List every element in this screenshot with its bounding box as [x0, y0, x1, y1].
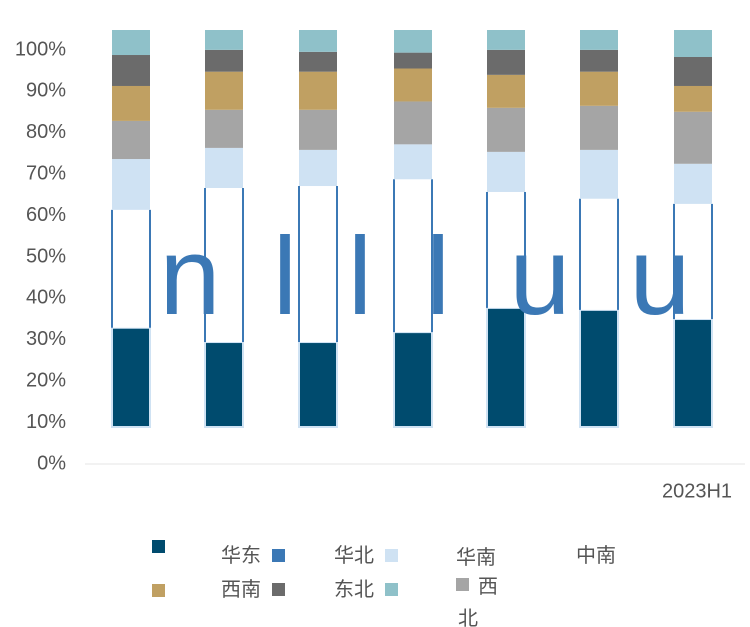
y-tick-label: 20% — [26, 369, 66, 391]
legend-label: 东北 — [334, 577, 374, 601]
bar-segment — [394, 52, 432, 69]
bar-segment — [205, 30, 243, 50]
bar-segment — [579, 308, 619, 429]
bar-segment — [299, 109, 337, 150]
annotation: l — [426, 215, 450, 338]
bar-segment — [487, 74, 525, 108]
bar-segment — [205, 147, 243, 189]
legend-swatch — [152, 540, 165, 553]
bar-segment — [674, 30, 712, 57]
y-tick-label: 40% — [26, 287, 66, 309]
legend-swatch — [152, 584, 165, 597]
bar-segment — [580, 149, 618, 199]
y-tick-label: 70% — [26, 162, 66, 184]
bar-segment — [112, 30, 150, 56]
bar-segment — [112, 85, 150, 121]
legend-label: 西北 — [458, 574, 498, 627]
bar-segment — [111, 326, 151, 428]
bar-segment — [112, 55, 150, 86]
bar-segment — [580, 30, 618, 50]
bar-segment — [205, 71, 243, 110]
x-tick-label: 2023H1 — [662, 480, 732, 502]
annotation: l — [273, 215, 297, 338]
legend-label: 西南 — [221, 577, 261, 601]
bar-segment — [486, 306, 526, 428]
bar-segment — [487, 151, 525, 192]
legend-swatch — [272, 583, 285, 596]
bar-segment — [204, 341, 244, 428]
bar-segment — [299, 186, 337, 343]
bar-segment — [299, 30, 337, 52]
bar-segment — [112, 120, 150, 160]
legend-swatch — [385, 583, 398, 596]
bar-segment — [487, 107, 525, 152]
y-tick-label: 90% — [26, 80, 66, 102]
legend-swatch — [456, 578, 469, 591]
bar-segment — [299, 51, 337, 72]
bar-segment — [299, 71, 337, 110]
y-tick-label: 10% — [26, 411, 66, 433]
bar-segment — [394, 101, 432, 145]
bar-segment — [205, 49, 243, 72]
y-tick-label: 50% — [26, 245, 66, 267]
legend-swatch — [385, 549, 398, 562]
bar-segment — [298, 341, 338, 428]
legend-swatch — [272, 549, 285, 562]
bar-segment — [205, 188, 243, 343]
annotation: u — [629, 215, 690, 338]
annotation: l — [348, 215, 372, 338]
annotation: n — [159, 215, 220, 338]
bar-segment — [674, 203, 712, 320]
bar-segment — [674, 163, 712, 204]
bar-segment — [580, 71, 618, 106]
bar-segment — [580, 198, 618, 310]
y-tick-label: 0% — [37, 452, 66, 474]
y-tick-label: 80% — [26, 121, 66, 143]
legend-label: 华南 — [456, 545, 496, 569]
bar-segment — [674, 56, 712, 86]
bar-segment — [394, 179, 432, 333]
bar-segment — [299, 149, 337, 187]
bar-segment — [580, 49, 618, 72]
legend-label: 华北 — [334, 543, 374, 567]
bar-segment — [394, 144, 432, 180]
bar-segment — [674, 111, 712, 164]
bar-segment — [487, 49, 525, 75]
legend-label: 中南 — [576, 543, 616, 567]
annotation: u — [509, 215, 570, 338]
y-tick-label: 30% — [26, 328, 66, 350]
bar-segment — [487, 30, 525, 50]
bar-segment — [394, 68, 432, 102]
y-tick-label: 100% — [15, 38, 66, 60]
bar-segment — [580, 105, 618, 150]
bar-segment — [487, 191, 525, 308]
bar-segment — [674, 85, 712, 112]
y-tick-label: 60% — [26, 204, 66, 226]
bar-segment — [205, 109, 243, 148]
legend-label: 华东 — [221, 543, 261, 567]
bar-segment — [393, 331, 433, 429]
bar-segment — [112, 209, 150, 328]
bar-segment — [394, 30, 432, 53]
bar-segment — [112, 159, 150, 210]
